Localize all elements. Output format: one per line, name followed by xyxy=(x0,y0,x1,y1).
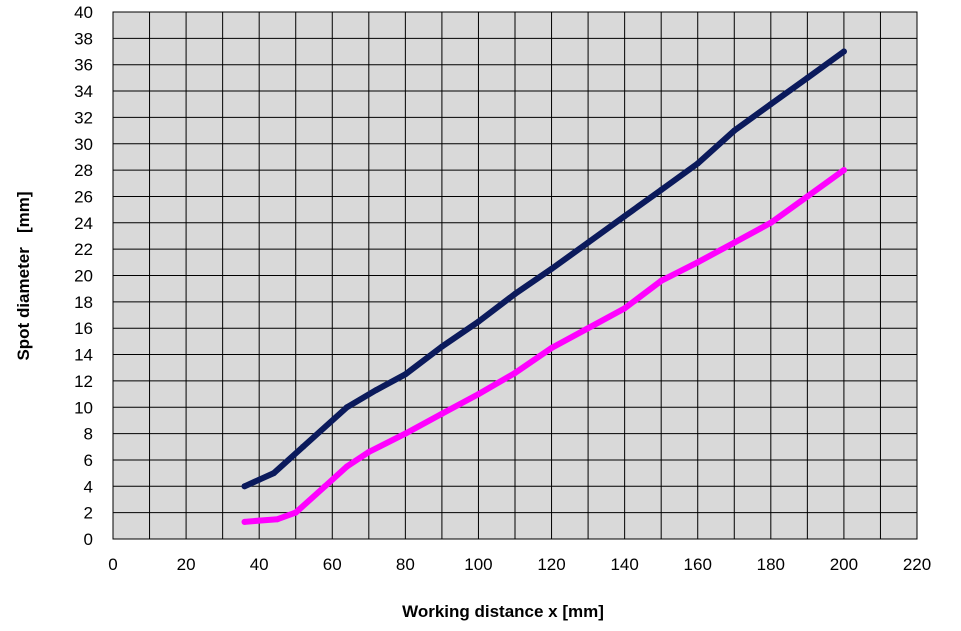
data-point xyxy=(694,259,701,266)
y-tick-label: 14 xyxy=(74,346,93,365)
data-point xyxy=(767,219,774,226)
data-point xyxy=(438,343,445,350)
data-point xyxy=(840,167,847,174)
data-point xyxy=(256,517,263,524)
data-point xyxy=(658,186,665,193)
data-point xyxy=(402,430,409,437)
y-tick-label: 0 xyxy=(84,530,93,549)
series-lines xyxy=(241,48,847,525)
data-point xyxy=(767,101,774,108)
data-point xyxy=(256,476,263,483)
y-tick-label: 38 xyxy=(74,29,93,48)
data-point xyxy=(694,160,701,167)
x-tick-label: 60 xyxy=(323,555,342,574)
data-point xyxy=(343,404,350,411)
data-point xyxy=(621,305,628,312)
data-point xyxy=(321,483,328,490)
y-tick-label: 8 xyxy=(84,425,93,444)
y-tick-label: 20 xyxy=(74,267,93,286)
y-tick-label: 18 xyxy=(74,293,93,312)
data-point xyxy=(475,318,482,325)
y-tick-label: 32 xyxy=(74,108,93,127)
data-point xyxy=(373,387,380,394)
x-tick-label: 180 xyxy=(757,555,785,574)
x-tick-label: 40 xyxy=(250,555,269,574)
data-point xyxy=(241,483,248,490)
data-point xyxy=(270,470,277,477)
data-point xyxy=(585,239,592,246)
series-line-2 xyxy=(241,167,847,525)
x-tick-label: 0 xyxy=(108,555,117,574)
y-tick-label: 2 xyxy=(84,504,93,523)
data-point xyxy=(731,127,738,134)
x-tick-label: 120 xyxy=(537,555,565,574)
x-tick-label: 100 xyxy=(464,555,492,574)
y-tick-label: 36 xyxy=(74,56,93,75)
gridlines xyxy=(112,11,918,540)
data-point xyxy=(241,518,248,525)
data-point xyxy=(365,449,372,456)
y-tick-label: 12 xyxy=(74,372,93,391)
x-axis-title: Working distance x [mm] xyxy=(402,602,604,621)
data-point xyxy=(804,74,811,81)
y-tick-label: 6 xyxy=(84,451,93,470)
y-tick-label: 26 xyxy=(74,187,93,206)
y-tick-label: 10 xyxy=(74,398,93,417)
y-tick-label: 30 xyxy=(74,135,93,154)
y-tick-label: 34 xyxy=(74,82,93,101)
data-point xyxy=(475,391,482,398)
y-axis-title: Spot diameter [mm] xyxy=(14,191,33,360)
data-point xyxy=(548,265,555,272)
data-point xyxy=(402,371,409,378)
x-tick-labels: 0 20 40 60 80 100 120 140 160 180 200 220 xyxy=(108,555,931,574)
x-tick-label: 20 xyxy=(177,555,196,574)
data-point xyxy=(512,290,518,297)
y-tick-label: 24 xyxy=(74,214,93,233)
data-point xyxy=(548,344,555,351)
data-point xyxy=(438,410,445,417)
y-tick-label: 40 xyxy=(74,3,93,22)
plot-border xyxy=(112,11,918,540)
x-tick-label: 140 xyxy=(610,555,638,574)
y-tick-label: 16 xyxy=(74,319,93,338)
data-point xyxy=(621,213,628,220)
data-point xyxy=(274,516,281,523)
data-point xyxy=(343,463,350,470)
y-tick-label: 22 xyxy=(74,240,93,259)
x-tick-label: 160 xyxy=(684,555,712,574)
data-point xyxy=(585,325,592,332)
data-point xyxy=(731,239,738,246)
data-point xyxy=(658,277,665,284)
data-point xyxy=(840,48,847,55)
x-tick-label: 200 xyxy=(830,555,858,574)
data-point xyxy=(292,509,299,516)
x-tick-label: 80 xyxy=(396,555,415,574)
data-point xyxy=(300,443,307,450)
data-point xyxy=(512,369,518,376)
y-tick-label: 4 xyxy=(84,477,93,496)
x-tick-label: 220 xyxy=(903,555,931,574)
data-point xyxy=(804,193,811,200)
y-tick-label: 28 xyxy=(74,161,93,180)
